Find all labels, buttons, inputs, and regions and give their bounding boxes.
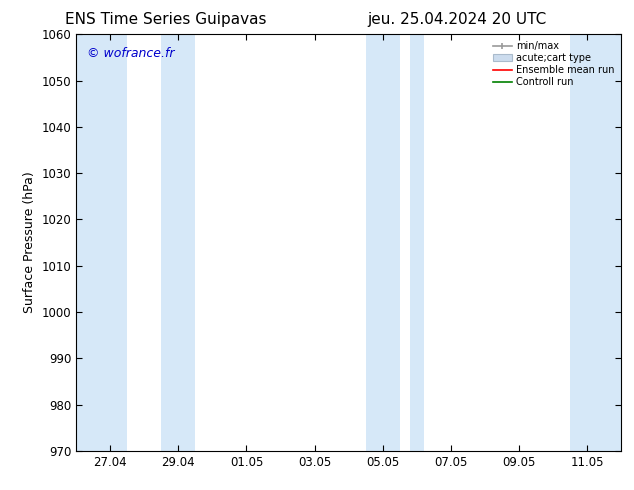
Text: jeu. 25.04.2024 20 UTC: jeu. 25.04.2024 20 UTC bbox=[368, 12, 547, 27]
Legend: min/max, acute;cart type, Ensemble mean run, Controll run: min/max, acute;cart type, Ensemble mean … bbox=[491, 39, 616, 89]
Bar bbox=[570, 34, 621, 451]
Bar bbox=[366, 34, 400, 451]
Bar bbox=[76, 34, 127, 451]
Bar bbox=[161, 34, 195, 451]
Text: ENS Time Series Guipavas: ENS Time Series Guipavas bbox=[65, 12, 266, 27]
Bar bbox=[410, 34, 424, 451]
Y-axis label: Surface Pressure (hPa): Surface Pressure (hPa) bbox=[23, 172, 36, 314]
Text: © wofrance.fr: © wofrance.fr bbox=[87, 47, 174, 60]
